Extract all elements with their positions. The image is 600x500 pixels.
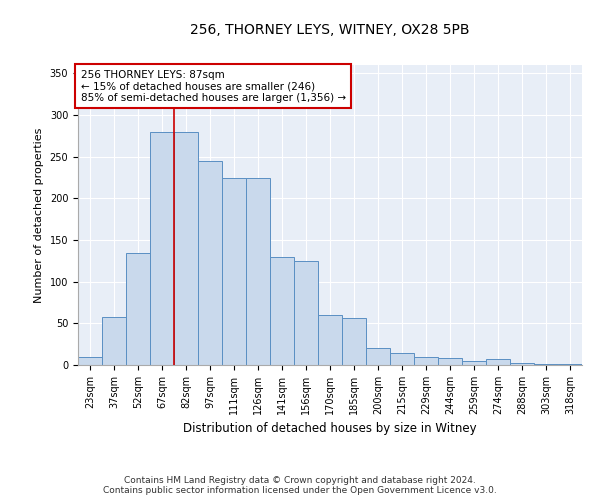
Bar <box>294 261 318 365</box>
Y-axis label: Number of detached properties: Number of detached properties <box>34 128 44 302</box>
Bar <box>438 358 462 365</box>
Bar <box>246 178 270 365</box>
Text: Contains HM Land Registry data © Crown copyright and database right 2024.
Contai: Contains HM Land Registry data © Crown c… <box>103 476 497 495</box>
Bar <box>366 348 390 365</box>
Bar <box>198 161 222 365</box>
Bar <box>390 352 414 365</box>
Bar <box>78 356 102 365</box>
Bar <box>150 132 174 365</box>
Text: 256 THORNEY LEYS: 87sqm
← 15% of detached houses are smaller (246)
85% of semi-d: 256 THORNEY LEYS: 87sqm ← 15% of detache… <box>80 70 346 102</box>
Bar <box>270 256 294 365</box>
Bar <box>126 252 150 365</box>
Bar <box>174 132 198 365</box>
Bar <box>414 356 438 365</box>
Bar <box>342 318 366 365</box>
Bar <box>462 361 486 365</box>
X-axis label: Distribution of detached houses by size in Witney: Distribution of detached houses by size … <box>183 422 477 436</box>
Bar <box>102 316 126 365</box>
Bar <box>534 364 558 365</box>
Bar <box>486 359 510 365</box>
Bar <box>222 178 246 365</box>
Bar <box>510 364 534 365</box>
Bar <box>558 364 582 365</box>
Bar <box>318 315 342 365</box>
Title: 256, THORNEY LEYS, WITNEY, OX28 5PB: 256, THORNEY LEYS, WITNEY, OX28 5PB <box>190 24 470 38</box>
